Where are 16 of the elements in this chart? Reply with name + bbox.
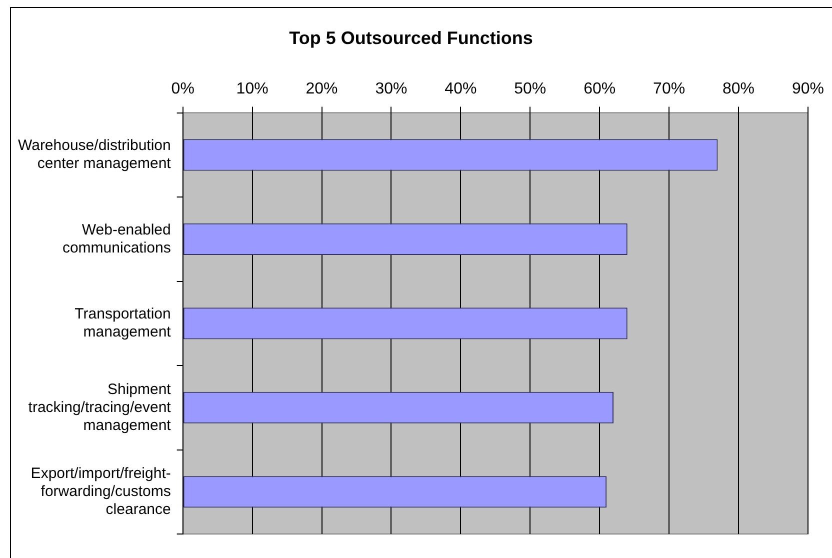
y-tick-label: Transportation management	[74, 306, 172, 341]
y-tick-label: Warehouse/distribution center management	[18, 137, 172, 172]
y-tick-label: Shipment tracking/tracing/event management	[28, 380, 172, 434]
x-tick-label: 40%	[444, 80, 477, 98]
x-tick-label: 70%	[653, 80, 686, 98]
x-tick-label: 90%	[792, 80, 824, 98]
chart-title: Top 5 Outsourced Functions	[289, 28, 533, 48]
x-tick-label: 60%	[584, 80, 616, 98]
x-tick-label: 0%	[171, 80, 194, 98]
y-tick-label: Export/import/freight-forwarding/customs clearance	[30, 465, 171, 518]
x-tick-label: 50%	[514, 80, 546, 98]
x-tick-label: 30%	[375, 80, 408, 98]
x-tick-label: 80%	[722, 80, 755, 98]
x-tick-label: 10%	[236, 80, 268, 98]
y-tick-label: Web-enabled communications	[62, 221, 171, 256]
x-tick-label: 20%	[306, 80, 338, 98]
